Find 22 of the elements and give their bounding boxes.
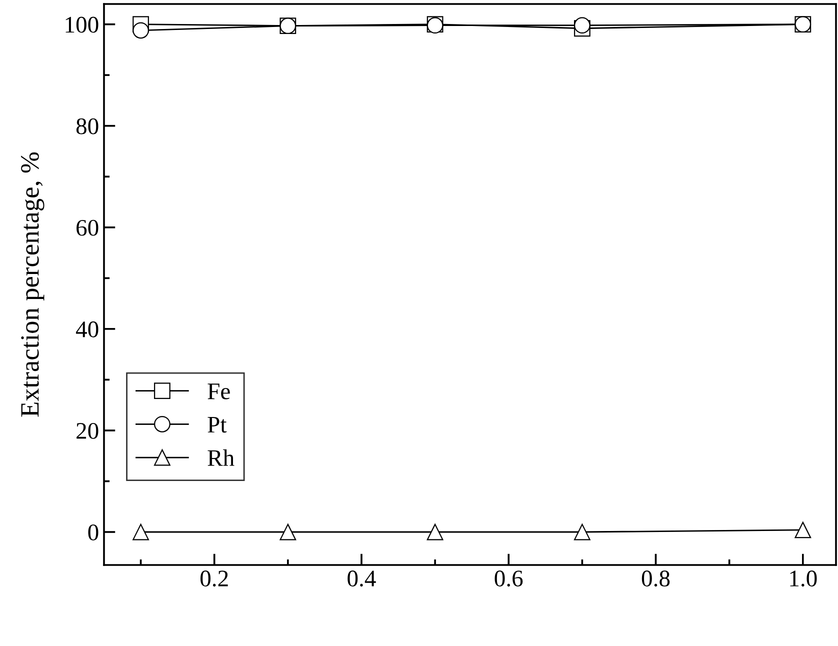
point [132,22,149,39]
x-tick-label: 1.0 [790,570,817,587]
legend-label: Fe [208,384,230,400]
x-tick-label: 0.4 [348,570,376,587]
y-tick-label: 20 [76,422,98,439]
y-tick-label: 40 [76,321,98,338]
point [794,522,812,538]
point [426,524,444,540]
legend-label: Pt [208,416,227,433]
x-tick-label: 0.2 [200,570,228,587]
y-tick-label: 100 [66,16,98,33]
point [280,524,296,540]
point [574,17,590,34]
point [574,524,590,540]
legend-label: Rh [208,449,234,466]
y-tick-label: 80 [76,118,98,134]
x-tick-label: 0.8 [642,570,670,587]
x-tick-label: 0.6 [494,570,523,587]
y-tick-label: 0 [88,524,98,540]
point [132,524,149,540]
y-axis-title: Extraction percentage, % [21,152,44,417]
y-tick-label: 60 [76,220,98,236]
